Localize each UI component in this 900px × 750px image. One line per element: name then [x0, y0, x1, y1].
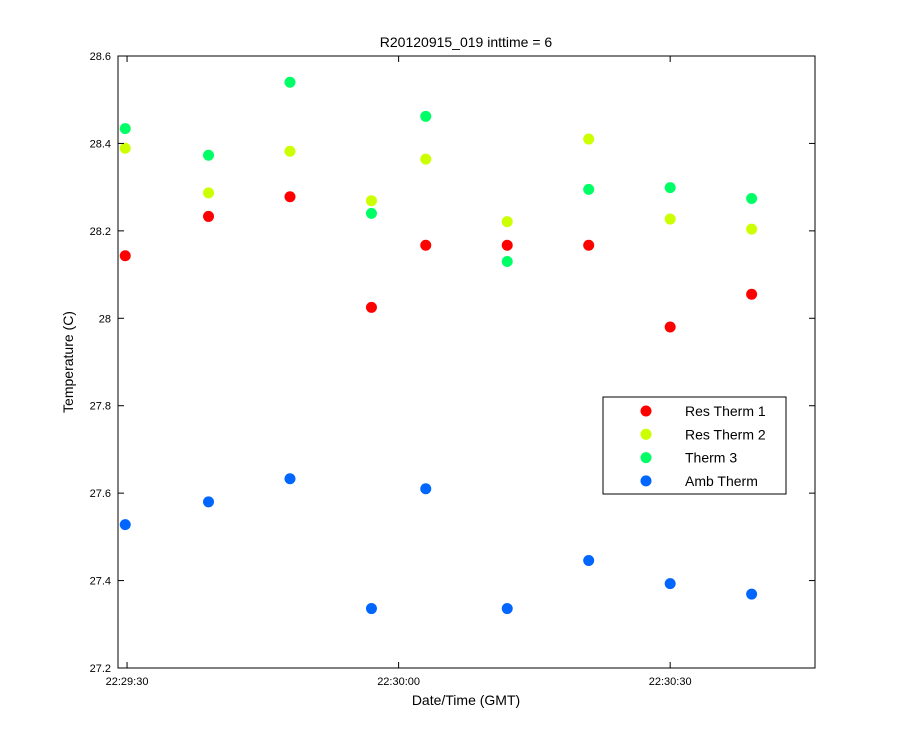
data-point-res-therm-1 [365, 301, 377, 313]
series-therm-3 [119, 76, 758, 267]
data-point-therm-3 [284, 76, 296, 88]
data-point-therm-3 [664, 182, 676, 194]
data-point-res-therm-1 [501, 239, 513, 251]
data-point-res-therm-2 [664, 213, 676, 225]
x-tick-label: 22:29:30 [106, 676, 149, 688]
x-axis-ticks: 22:29:30 22:30:00 22:30:30 [106, 56, 692, 688]
data-point-res-therm-2 [501, 216, 513, 228]
series-res-therm-2 [119, 133, 758, 235]
y-tick-label: 28 [99, 313, 111, 325]
x-tick-label: 22:30:00 [377, 676, 420, 688]
x-axis-title: Date/Time (GMT) [412, 692, 520, 708]
data-point-amb-therm [420, 483, 432, 495]
data-point-res-therm-1 [664, 321, 676, 333]
data-point-res-therm-1 [746, 288, 758, 300]
data-point-res-therm-1 [284, 191, 296, 203]
data-point-amb-therm [501, 603, 513, 615]
legend-label: Res Therm 1 [685, 403, 766, 419]
data-point-res-therm-1 [119, 250, 131, 262]
series-res-therm-1 [119, 191, 758, 333]
data-point-amb-therm [203, 496, 215, 508]
y-tick-label: 28.2 [90, 226, 111, 238]
data-point-therm-3 [746, 193, 758, 205]
data-point-therm-3 [501, 255, 513, 267]
data-point-res-therm-2 [284, 145, 296, 157]
plot-area [118, 56, 815, 668]
legend-marker [640, 475, 652, 487]
data-point-res-therm-2 [119, 142, 131, 154]
x-tick-label: 22:30:30 [649, 676, 692, 688]
data-point-therm-3 [420, 110, 432, 122]
legend-label: Amb Therm [685, 473, 758, 489]
data-point-amb-therm [284, 473, 296, 485]
series-amb-therm [119, 473, 758, 615]
data-point-therm-3 [365, 207, 377, 219]
data-point-therm-3 [119, 123, 131, 135]
y-tick-label: 27.2 [90, 663, 111, 675]
data-point-amb-therm [119, 519, 131, 531]
data-point-res-therm-2 [746, 223, 758, 235]
y-tick-label: 27.8 [90, 401, 111, 413]
data-point-res-therm-1 [583, 239, 595, 251]
y-axis-ticks: 27.2 27.4 27.6 27.8 28 28.2 28.4 28.6 [90, 51, 815, 675]
y-tick-label: 27.4 [90, 576, 111, 588]
data-point-amb-therm [746, 588, 758, 600]
data-point-amb-therm [365, 603, 377, 615]
data-point-res-therm-2 [583, 133, 595, 145]
legend-label: Therm 3 [685, 450, 737, 466]
legend: Res Therm 1 Res Therm 2 Therm 3 Amb Therm [602, 396, 787, 495]
data-point-res-therm-2 [203, 187, 215, 199]
y-axis-title: Temperature (C) [60, 311, 76, 413]
data-point-amb-therm [583, 554, 595, 566]
legend-marker [640, 405, 652, 417]
legend-box [602, 396, 787, 495]
data-point-res-therm-1 [203, 210, 215, 222]
y-tick-label: 28.6 [90, 51, 111, 63]
legend-label: Res Therm 2 [685, 426, 766, 442]
chart-title: R20120915_019 inttime = 6 [380, 34, 553, 50]
data-point-therm-3 [583, 183, 595, 195]
y-tick-label: 27.6 [90, 488, 111, 500]
data-point-res-therm-1 [420, 239, 432, 251]
data-point-res-therm-2 [365, 195, 377, 207]
data-point-amb-therm [664, 578, 676, 590]
data-points [119, 76, 758, 615]
y-tick-label: 28.4 [90, 138, 111, 150]
plot-frame [117, 55, 816, 669]
legend-marker [640, 452, 652, 464]
data-point-therm-3 [203, 149, 215, 161]
legend-marker [640, 428, 652, 440]
data-point-res-therm-2 [420, 153, 432, 165]
